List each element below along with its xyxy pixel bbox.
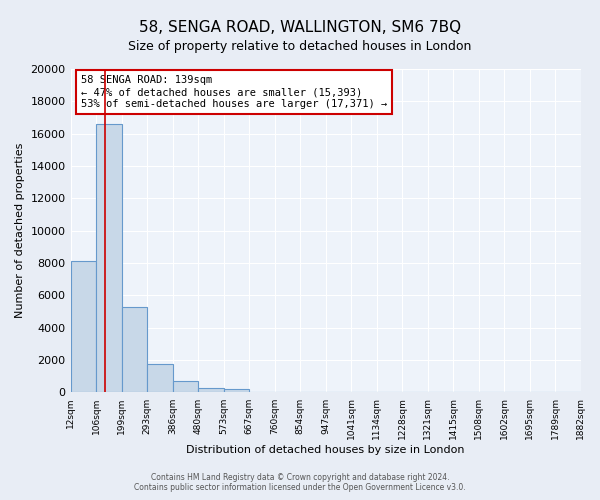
Bar — [224, 389, 249, 392]
X-axis label: Distribution of detached houses by size in London: Distribution of detached houses by size … — [186, 445, 465, 455]
Bar — [198, 388, 224, 392]
Text: 58, SENGA ROAD, WALLINGTON, SM6 7BQ: 58, SENGA ROAD, WALLINGTON, SM6 7BQ — [139, 20, 461, 35]
Bar — [122, 306, 147, 392]
Text: 58 SENGA ROAD: 139sqm
← 47% of detached houses are smaller (15,393)
53% of semi-: 58 SENGA ROAD: 139sqm ← 47% of detached … — [81, 76, 387, 108]
Bar — [173, 381, 198, 392]
Text: Contains HM Land Registry data © Crown copyright and database right 2024.
Contai: Contains HM Land Registry data © Crown c… — [134, 473, 466, 492]
Bar — [96, 124, 122, 392]
Bar — [71, 262, 96, 392]
Bar — [147, 364, 173, 392]
Text: Size of property relative to detached houses in London: Size of property relative to detached ho… — [128, 40, 472, 53]
Y-axis label: Number of detached properties: Number of detached properties — [15, 143, 25, 318]
